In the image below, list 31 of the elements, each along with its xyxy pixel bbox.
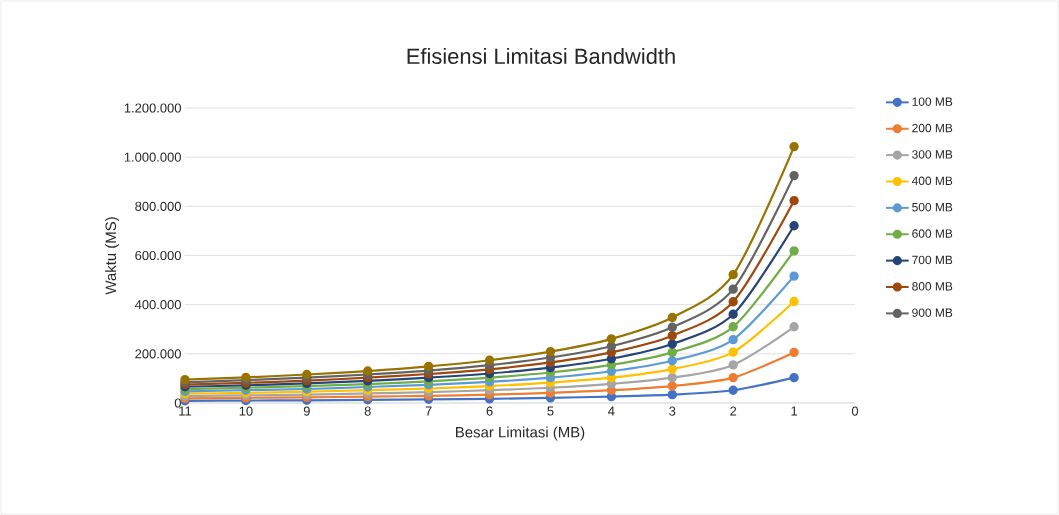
- legend-label: 600 MB: [912, 229, 953, 238]
- x-tick-label: 5: [547, 406, 554, 416]
- x-tick-label: 4: [608, 406, 615, 416]
- legend-label: 200 MB: [912, 123, 953, 133]
- x-tick-label: 2: [730, 406, 737, 416]
- y-axis-title: Waktu (MS): [105, 217, 120, 295]
- y-tick-label: 600.000: [135, 250, 181, 261]
- legend-label: 400 MB: [911, 176, 953, 186]
- legend-label: 100 MB: [912, 97, 953, 106]
- x-tick-label: 9: [303, 406, 310, 416]
- x-tick-label: 7: [425, 406, 432, 416]
- x-tick-label: 11: [179, 406, 192, 416]
- x-tick-label: 10: [239, 406, 253, 416]
- legend-label: 900 MB: [912, 308, 953, 317]
- legend-label: 800 MB: [912, 282, 953, 291]
- x-axis-title: Besar Limitasi (MB): [456, 426, 585, 441]
- legend-label: 500 MB: [912, 202, 953, 212]
- y-tick-label: 800.000: [135, 201, 181, 211]
- x-tick-label: 1: [791, 406, 798, 416]
- x-tick-label: 0: [851, 406, 859, 416]
- y-tick-label: 0: [174, 398, 181, 408]
- chart-title: Efisiensi Limitasi Bandwidth: [407, 47, 675, 65]
- y-tick-label: 1.200.000: [124, 103, 181, 113]
- x-tick-label: 6: [486, 406, 493, 416]
- legend-label: 300 MB: [912, 150, 953, 159]
- x-tick-label: 8: [364, 406, 371, 416]
- y-tick-label: 1.000.000: [124, 152, 181, 162]
- y-tick-label: 200.000: [135, 349, 181, 359]
- x-tick-label: 3: [669, 406, 676, 416]
- y-tick-label: 400.000: [134, 300, 181, 310]
- legend-label: 700 MB: [912, 255, 953, 265]
